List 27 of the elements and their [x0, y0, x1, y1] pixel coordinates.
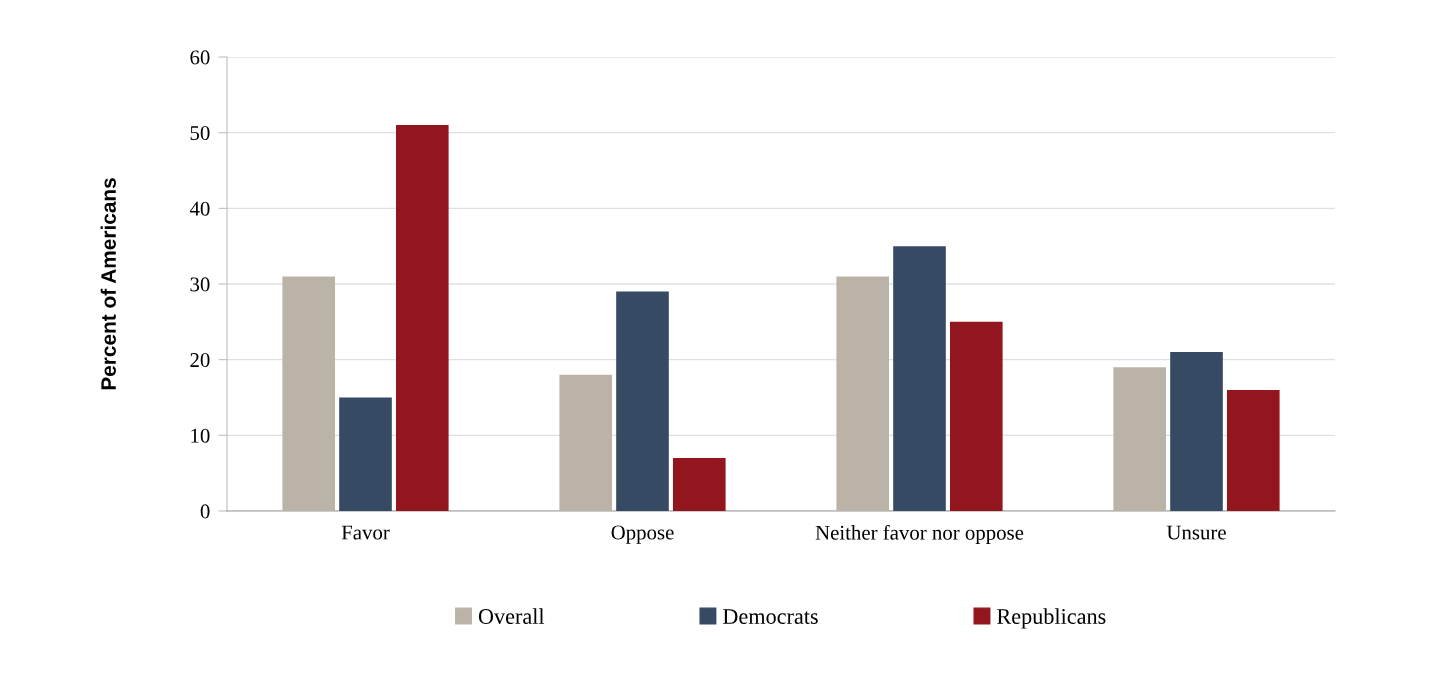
x-tick-label: Unsure: [1166, 525, 1226, 540]
bar: [672, 458, 726, 511]
y-axis-title: Percent of Americans: [100, 178, 116, 390]
bar: [616, 291, 669, 511]
bar: [836, 276, 890, 511]
x-tick-label: Neither favor nor oppose: [815, 524, 1024, 544]
y-tick-label: 40: [189, 201, 210, 216]
legend-label: Overall: [478, 608, 545, 624]
bar: [395, 125, 449, 511]
bar: [282, 276, 336, 511]
bar: [893, 246, 946, 511]
bar: [1226, 389, 1280, 511]
bar: [559, 374, 613, 511]
y-tick-label: 20: [190, 353, 210, 368]
x-tick-label: Oppose: [611, 525, 674, 544]
bar: [1170, 352, 1223, 511]
y-tick-label: 0: [200, 504, 210, 519]
bar: [949, 321, 1003, 511]
y-tick-label: 60: [190, 50, 210, 65]
legend-label: Democrats: [723, 609, 818, 624]
legend-label: Republicans: [997, 608, 1106, 629]
bar: [1113, 367, 1167, 511]
y-tick-label: 30: [190, 277, 210, 292]
bar: [339, 397, 392, 511]
y-tick-label: 10: [191, 428, 210, 443]
x-tick-label: Favor: [341, 525, 390, 540]
y-tick-label: 50: [190, 126, 210, 141]
